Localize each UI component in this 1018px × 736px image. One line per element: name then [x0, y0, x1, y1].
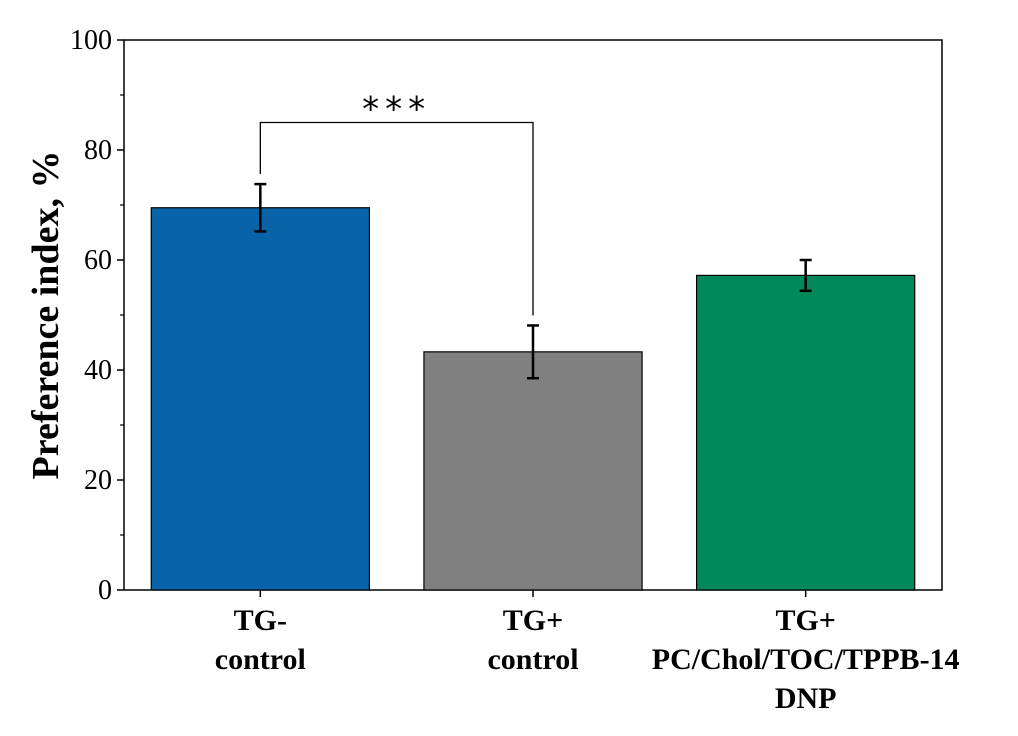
significance-label: *** [362, 90, 431, 130]
x-category-label: PC/Chol/TOC/TPPB-14 [652, 643, 960, 676]
x-axis-labels: TG-control TG+ control TG+ PC/Chol/TOC/TPPB-… [215, 590, 960, 715]
bars-group [150, 182, 916, 591]
bar [423, 351, 643, 591]
x-category-label: DNP [775, 682, 837, 715]
y-tick-label: 80 [84, 135, 112, 166]
bar [150, 207, 370, 591]
x-category-label: control [215, 643, 306, 676]
y-tick-label: 20 [84, 465, 112, 496]
y-tick-label: 100 [70, 25, 112, 56]
bar [695, 274, 916, 591]
x-category-label: control [487, 643, 578, 676]
y-axis-title: Preference index, % [25, 151, 67, 480]
significance-annotation: *** [259, 90, 534, 316]
y-tick-label: 60 [84, 245, 112, 276]
y-axis: 0 20 40 60 80 100 [70, 25, 124, 606]
x-category-label: TG- [234, 604, 287, 637]
y-tick-label: 0 [98, 575, 112, 606]
significance-bracket [259, 121, 534, 316]
x-category-label: TG+ [503, 604, 563, 637]
y-tick-label: 40 [84, 355, 112, 386]
x-category-label: TG+ [775, 604, 835, 637]
